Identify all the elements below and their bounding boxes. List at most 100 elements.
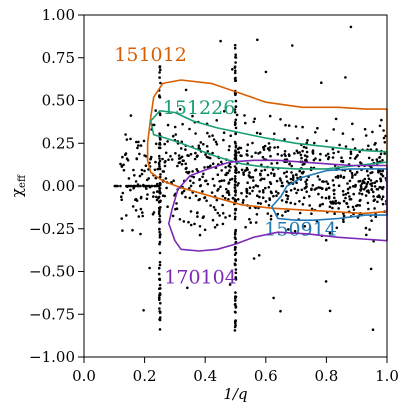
sample-point [311,184,315,187]
sample-point [286,180,289,183]
sample-point [245,189,249,192]
sample-point [234,61,237,64]
sample-point [184,195,187,199]
sample-point [147,177,150,180]
sample-point [285,175,288,178]
sample-point [370,219,373,222]
sample-point [294,125,298,128]
sample-point [122,168,126,172]
sample-point [146,193,149,196]
sample-point [264,186,267,190]
sample-point [359,198,362,202]
sample-point [228,283,232,286]
sample-point [187,170,191,174]
sample-point [316,126,319,130]
sample-point [189,223,193,227]
sample-point [182,189,186,193]
sample-point [233,186,237,189]
sample-point [331,156,335,159]
sample-point [324,238,328,242]
sample-point [233,262,237,266]
sample-point [242,173,245,176]
sample-point [275,161,279,165]
sample-point [289,177,293,181]
sample-point [318,158,322,162]
sample-point [203,166,206,169]
sample-point [185,166,188,170]
sample-point [349,152,353,156]
sample-point [139,144,143,147]
sample-point [170,181,173,184]
sample-point [179,156,182,160]
sample-point [381,202,385,206]
sample-point [249,176,253,179]
sample-point [262,145,265,149]
sample-point [224,173,227,177]
sample-point [254,151,257,155]
sample-point [206,150,210,153]
sample-point [344,193,348,196]
sample-point [142,139,146,143]
sample-point [295,181,298,185]
y-axis-label-main: χ [8,188,26,197]
sample-point [283,150,287,153]
sample-point [234,126,238,130]
sample-point [296,176,299,180]
sample-point [214,140,218,144]
sample-point [248,192,252,195]
sample-point [234,215,237,219]
x-tick-label: 0.0 [72,367,96,385]
sample-point [131,228,134,232]
sample-point [206,182,210,186]
sample-point [234,76,237,80]
sample-point [253,117,256,121]
sample-point [189,210,193,213]
sample-point [355,171,359,174]
sample-point [170,158,174,161]
sample-point [348,195,351,198]
sample-point [348,186,352,189]
plot-frame [83,14,388,358]
sample-point [260,163,263,167]
sample-point [155,195,158,199]
sample-point [376,195,379,198]
sample-point [187,220,190,224]
sample-point [369,179,373,182]
sample-point [132,168,135,172]
sample-point [255,131,259,135]
sample-point [188,127,191,131]
sample-point [216,189,219,192]
sample-point [196,211,199,214]
sample-point [320,196,324,199]
sample-point [308,195,311,198]
sample-point [234,207,237,211]
sample-point [204,153,207,156]
sample-point [121,191,125,195]
sample-point [336,176,340,179]
sample-point [352,192,356,196]
sample-point [219,185,222,188]
sample-point [339,174,343,177]
sample-point [276,145,280,149]
sample-point [197,144,201,147]
sample-point [234,144,238,148]
sample-point [201,175,204,179]
sample-point [216,211,220,215]
sample-point [361,179,365,183]
contour-label-150914: 150914 [264,219,337,241]
sample-point [305,178,309,182]
sample-point [270,162,273,165]
sample-point [240,154,243,158]
sample-point [293,187,297,190]
sample-point [332,128,336,131]
sample-point [276,152,280,156]
sample-point [229,165,232,169]
sample-point [283,138,286,141]
sample-point [375,187,379,191]
sample-point [198,178,202,181]
sample-point [279,309,282,313]
sample-point [258,195,261,199]
sample-point [320,81,323,84]
sample-point [158,132,161,135]
